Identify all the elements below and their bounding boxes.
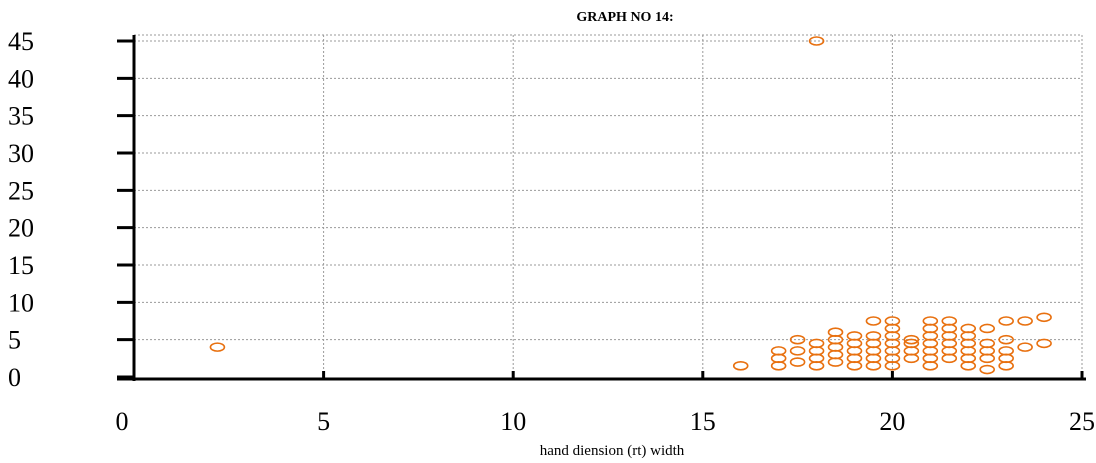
data-point — [789, 346, 806, 356]
y-tick-label: 25 — [8, 176, 34, 205]
y-tick-label: 5 — [8, 326, 21, 355]
axes — [117, 35, 1086, 381]
y-tick-label: 40 — [8, 64, 34, 93]
data-point — [1017, 316, 1033, 326]
data-point — [789, 334, 806, 345]
data-point — [827, 327, 844, 338]
y-tick-label: 15 — [8, 251, 34, 280]
data-point — [960, 323, 977, 334]
data-point — [903, 338, 920, 349]
data-point — [979, 323, 996, 334]
data-point — [732, 360, 749, 371]
data-point — [979, 364, 996, 375]
data-point — [1036, 312, 1052, 323]
y-tick-label: 30 — [8, 139, 34, 168]
data-point — [998, 334, 1014, 345]
data-point — [770, 346, 787, 356]
data-point — [808, 36, 825, 46]
tick-labels: 0 5 10 15 20 25 0 5 10 15 20 25 30 35 40 45 — [8, 27, 1095, 436]
x-tick-label: 20 — [879, 407, 905, 436]
data-point — [846, 331, 863, 341]
data-point — [922, 316, 939, 326]
data-point — [903, 334, 920, 345]
chart-title: GRAPH NO 14: — [576, 10, 673, 25]
data-point — [1017, 342, 1033, 352]
data-point — [808, 338, 825, 349]
data-point — [1036, 338, 1052, 349]
data-point — [998, 316, 1014, 326]
data-point — [979, 338, 996, 349]
x-tick-label: 5 — [317, 407, 330, 436]
y-tick-label: 0 — [8, 363, 21, 392]
data-point — [941, 316, 958, 326]
data-points — [209, 36, 1052, 375]
grid-lines — [134, 34, 1083, 377]
data-point — [998, 346, 1014, 356]
x-tick-label: 25 — [1069, 407, 1095, 436]
y-tick-label: 20 — [8, 214, 34, 243]
x-tick-label: 0 — [116, 407, 129, 436]
data-point — [789, 357, 806, 367]
data-point — [884, 316, 901, 326]
x-axis-label: hand diension (rt) width — [540, 443, 685, 459]
data-point — [209, 342, 226, 352]
x-tick-label: 15 — [690, 407, 716, 436]
x-tick-label: 10 — [500, 407, 526, 436]
y-tick-label: 10 — [8, 288, 34, 317]
y-tick-label: 35 — [8, 102, 34, 131]
data-point — [865, 331, 882, 341]
y-tick-label: 45 — [8, 27, 34, 56]
data-point — [865, 316, 882, 326]
